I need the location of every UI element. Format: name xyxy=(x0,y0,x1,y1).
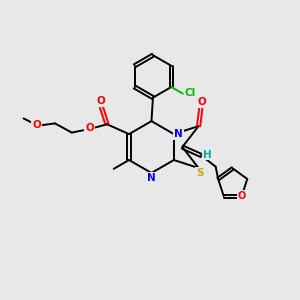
Text: O: O xyxy=(238,191,246,201)
Text: N: N xyxy=(147,173,156,183)
Text: N: N xyxy=(174,129,183,139)
Text: O: O xyxy=(96,96,105,106)
Text: S: S xyxy=(196,168,204,178)
Text: H: H xyxy=(203,150,212,160)
Text: O: O xyxy=(198,97,206,107)
Text: O: O xyxy=(32,120,41,130)
Text: O: O xyxy=(85,123,94,133)
Text: Cl: Cl xyxy=(184,88,196,98)
